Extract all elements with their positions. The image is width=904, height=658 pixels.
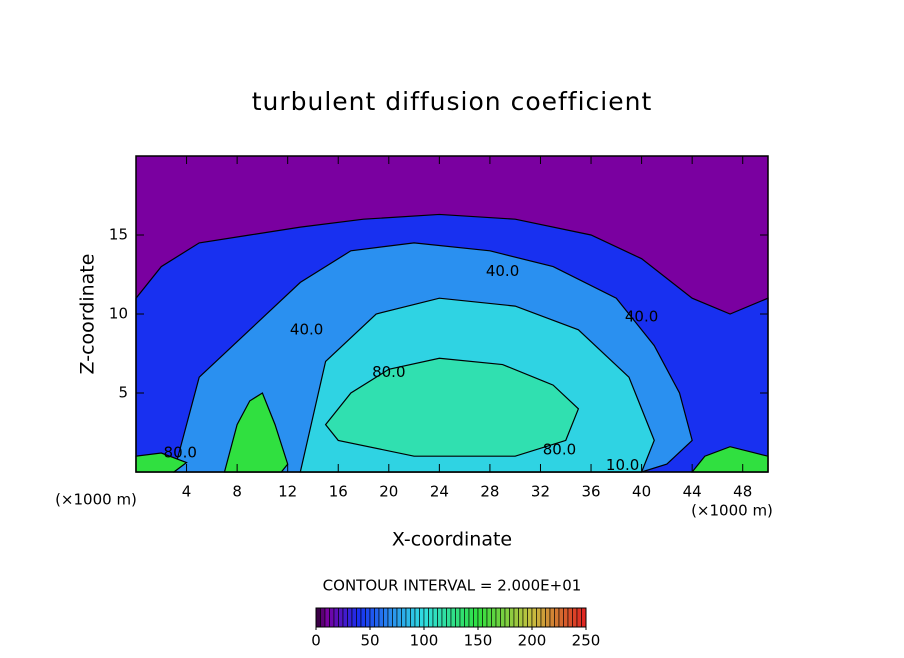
contour-label: 80.0 bbox=[372, 363, 405, 381]
colorbar-cell bbox=[540, 607, 546, 628]
colorbar-cell bbox=[531, 607, 537, 628]
colorbar-cell bbox=[351, 607, 357, 628]
x-tick-label: 28 bbox=[480, 483, 499, 501]
colorbar-tick-label: 250 bbox=[572, 632, 601, 650]
colorbar-cell bbox=[486, 607, 492, 628]
colorbar-cell bbox=[396, 607, 402, 628]
colorbar-cell bbox=[464, 607, 470, 628]
colorbar-cell bbox=[450, 607, 456, 628]
colorbar-cell bbox=[459, 607, 465, 628]
colorbar-cell bbox=[491, 607, 497, 628]
contour-interval: CONTOUR INTERVAL = 2.000E+01 bbox=[323, 577, 582, 595]
x-tick-label: 16 bbox=[329, 483, 348, 501]
colorbar-cell bbox=[482, 607, 488, 628]
colorbar-cell bbox=[441, 607, 447, 628]
x-tick-label: 32 bbox=[531, 483, 550, 501]
contour-label: 80.0 bbox=[543, 440, 576, 458]
colorbar-cell bbox=[554, 607, 560, 628]
colorbar-cell bbox=[581, 607, 587, 628]
colorbar-cell bbox=[545, 607, 551, 628]
x-tick-label: 44 bbox=[683, 483, 702, 501]
colorbar-cell bbox=[360, 607, 366, 628]
colorbar-cell bbox=[558, 607, 564, 628]
contour-region bbox=[324, 357, 580, 457]
contour-label: 10.0 bbox=[606, 456, 639, 474]
x-axis-label: X-coordinate bbox=[392, 529, 512, 551]
colorbar-cell bbox=[419, 607, 425, 628]
colorbar-cell bbox=[500, 607, 506, 628]
colorbar-cell bbox=[446, 607, 452, 628]
colorbar-cell bbox=[414, 607, 420, 628]
chart-title: turbulent diffusion coefficient bbox=[252, 87, 653, 116]
colorbar-cell bbox=[437, 607, 443, 628]
colorbar-cell bbox=[509, 607, 515, 628]
colorbar-cell bbox=[432, 607, 438, 628]
contour-label: 40.0 bbox=[290, 320, 323, 338]
colorbar-cell bbox=[387, 607, 393, 628]
x-tick-label: 48 bbox=[733, 483, 752, 501]
y-tick-label: 5 bbox=[118, 384, 128, 402]
colorbar-frame bbox=[315, 607, 587, 628]
x-tick-label: 4 bbox=[182, 483, 192, 501]
colorbar-cell bbox=[455, 607, 461, 628]
colorbar-tick-label: 100 bbox=[410, 632, 439, 650]
colorbar-cell bbox=[329, 607, 335, 628]
y-tick-label: 10 bbox=[109, 305, 128, 323]
x-tick-label: 8 bbox=[232, 483, 242, 501]
colorbar-cell bbox=[315, 607, 321, 628]
colorbar-cell bbox=[549, 607, 555, 628]
colorbar-cell bbox=[518, 607, 524, 628]
colorbar-cell bbox=[576, 607, 582, 628]
colorbar-cell bbox=[392, 607, 398, 628]
x-unit: (×1000 m) bbox=[691, 502, 773, 520]
colorbar-cell bbox=[423, 607, 429, 628]
colorbar-cell bbox=[428, 607, 434, 628]
colorbar-cell bbox=[342, 607, 348, 628]
y-unit: (×1000 m) bbox=[55, 491, 137, 509]
colorbar-cell bbox=[401, 607, 407, 628]
x-tick-label: 24 bbox=[430, 483, 449, 501]
contour-label: 80.0 bbox=[164, 444, 197, 462]
colorbar-cell bbox=[374, 607, 380, 628]
colorbar-tick-label: 200 bbox=[518, 632, 547, 650]
colorbar-cell bbox=[477, 607, 483, 628]
colorbar-cell bbox=[338, 607, 344, 628]
colorbar-cell bbox=[473, 607, 479, 628]
colorbar-cell bbox=[572, 607, 578, 628]
contour-label: 40.0 bbox=[625, 308, 658, 326]
colorbar-cell bbox=[347, 607, 353, 628]
colorbar-cell bbox=[410, 607, 416, 628]
colorbar-cell bbox=[369, 607, 375, 628]
colorbar-cell bbox=[522, 607, 528, 628]
colorbar-cell bbox=[527, 607, 533, 628]
colorbar-cell bbox=[567, 607, 573, 628]
x-tick-label: 36 bbox=[581, 483, 600, 501]
colorbar-cell bbox=[504, 607, 510, 628]
colorbar-cell bbox=[324, 607, 330, 628]
y-axis-label: Z-coordinate bbox=[77, 254, 99, 375]
colorbar-cell bbox=[333, 607, 339, 628]
y-tick-label: 15 bbox=[109, 226, 128, 244]
colorbar-tick-label: 0 bbox=[311, 632, 321, 650]
colorbar-cell bbox=[536, 607, 542, 628]
colorbar-cell bbox=[468, 607, 474, 628]
colorbar-tick-label: 50 bbox=[360, 632, 379, 650]
colorbar-tick-label: 150 bbox=[464, 632, 493, 650]
x-tick-label: 40 bbox=[632, 483, 651, 501]
colorbar-cell bbox=[383, 607, 389, 628]
colorbar-cell bbox=[378, 607, 384, 628]
colorbar-cell bbox=[356, 607, 362, 628]
colorbar-cell bbox=[513, 607, 519, 628]
colorbar-cell bbox=[405, 607, 411, 628]
colorbar-cell bbox=[495, 607, 501, 628]
contour-label: 40.0 bbox=[486, 262, 519, 280]
colorbar-cell bbox=[320, 607, 326, 628]
x-tick-label: 12 bbox=[278, 483, 297, 501]
colorbar-cell bbox=[563, 607, 569, 628]
x-tick-label: 20 bbox=[379, 483, 398, 501]
colorbar-cell bbox=[365, 607, 371, 628]
